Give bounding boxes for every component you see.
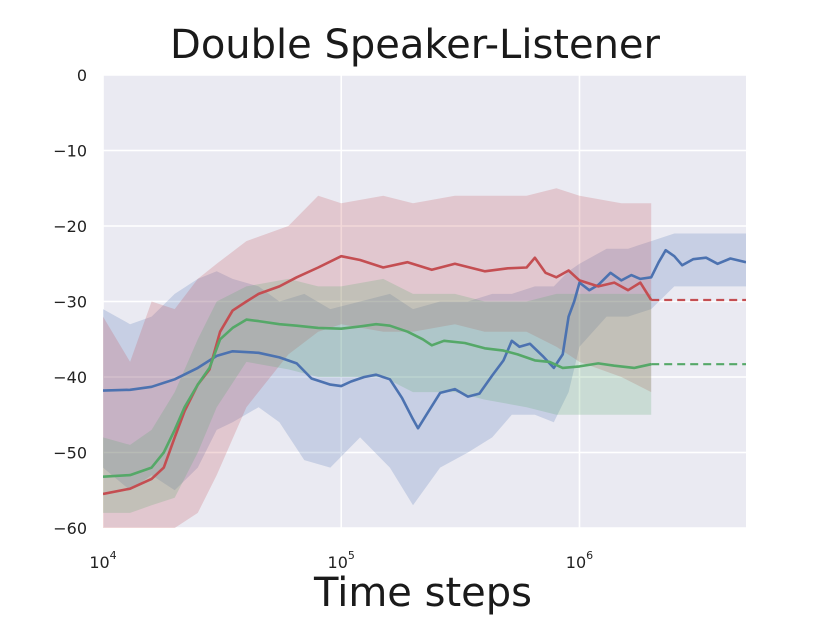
x-tick-label: 104 bbox=[89, 549, 116, 572]
y-tick-label: 0 bbox=[77, 66, 87, 85]
x-tick-exponent: 5 bbox=[348, 549, 355, 562]
series-2-line bbox=[103, 318, 652, 478]
x-tick-base: 10 bbox=[89, 553, 109, 572]
y-axis-ticks: 0 −10 −20 −30 −40 −50 −60 bbox=[53, 66, 87, 538]
x-tick-label: 106 bbox=[566, 549, 593, 572]
y-tick-label: −40 bbox=[53, 368, 87, 387]
y-tick-label: −30 bbox=[53, 293, 87, 312]
series-0-band bbox=[103, 233, 746, 506]
series-lines bbox=[103, 248, 746, 496]
x-tick-base: 10 bbox=[328, 553, 348, 572]
x-tick-base: 10 bbox=[566, 553, 586, 572]
variance-bands bbox=[103, 188, 746, 528]
series-1-band bbox=[103, 188, 652, 528]
y-tick-label: −60 bbox=[53, 519, 87, 538]
series-0-line bbox=[103, 248, 746, 430]
x-tick-exponent: 6 bbox=[586, 549, 593, 562]
x-tick-label: 105 bbox=[328, 549, 355, 572]
y-tick-label: −50 bbox=[53, 444, 87, 463]
x-axis-label: Time steps bbox=[314, 570, 532, 616]
chart-title: Double Speaker-Listener bbox=[170, 22, 660, 68]
x-axis-ticks: 104 105 106 bbox=[89, 549, 593, 572]
y-tick-label: −20 bbox=[53, 217, 87, 236]
x-tick-exponent: 4 bbox=[110, 549, 117, 562]
series-2-band bbox=[103, 278, 652, 513]
y-tick-label: −10 bbox=[53, 142, 87, 161]
grid-lines bbox=[102, 74, 746, 529]
